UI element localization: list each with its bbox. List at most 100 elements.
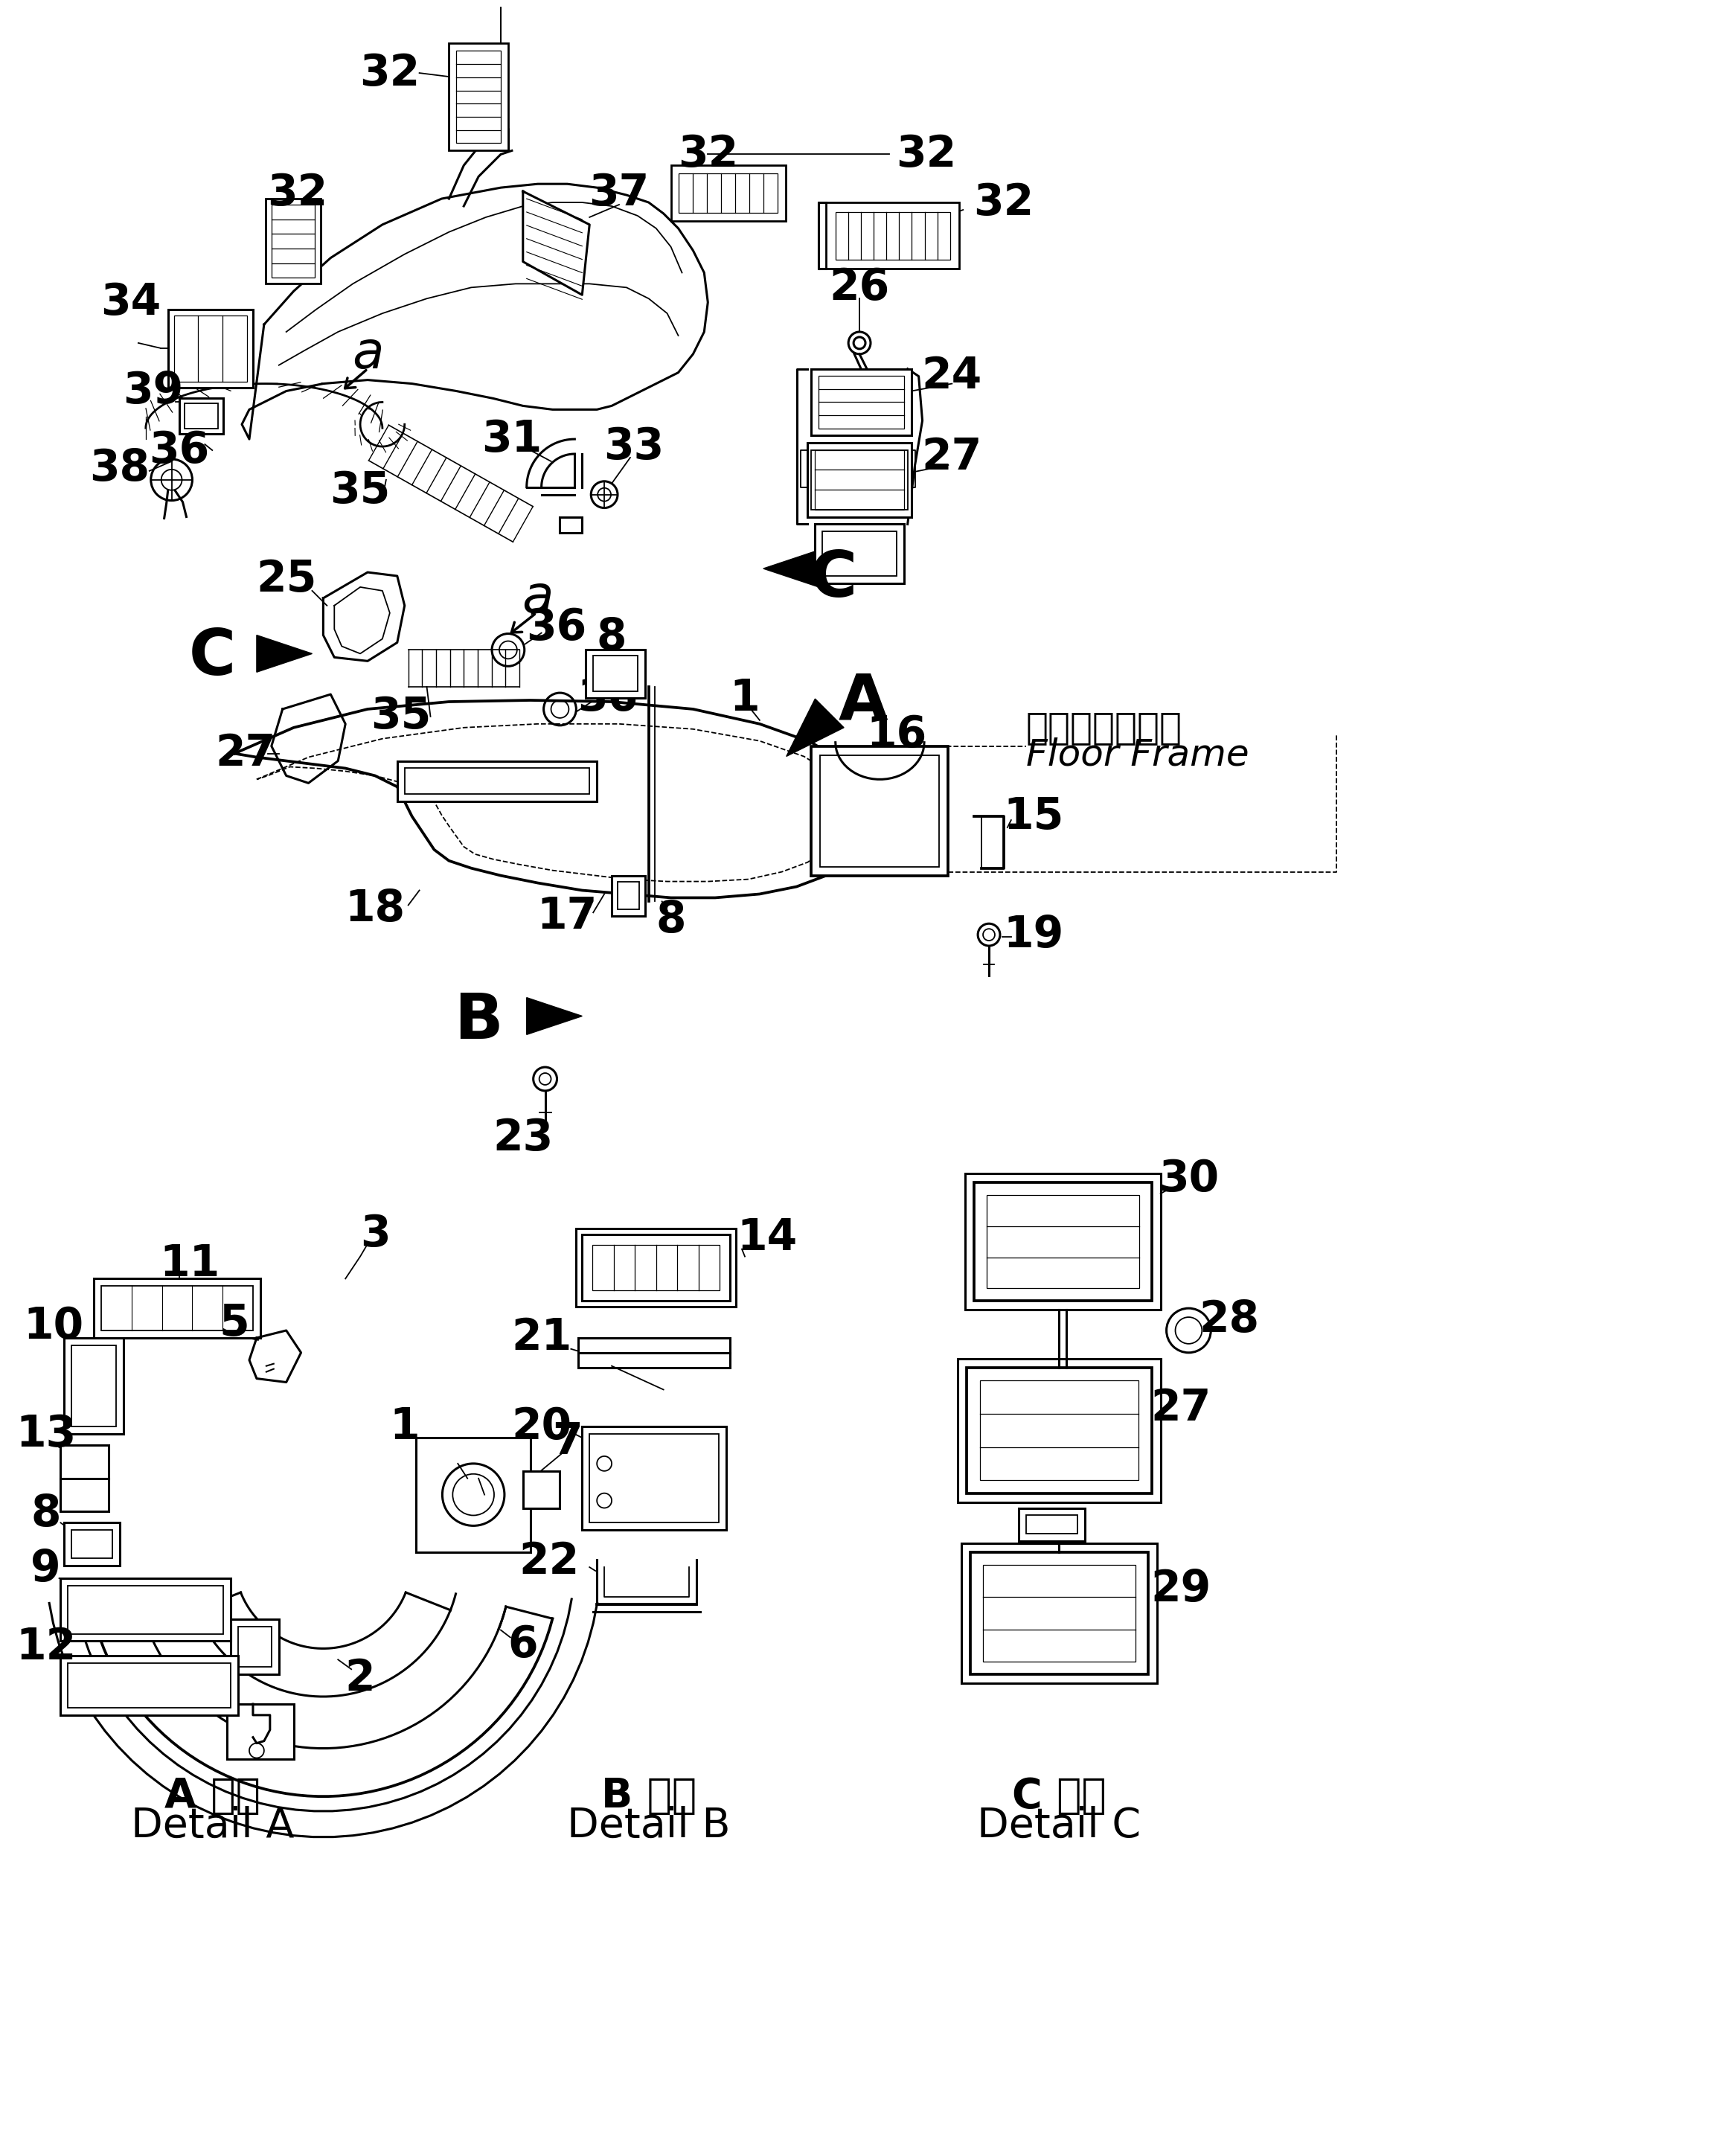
Text: B 祥細: B 祥細 [601, 1775, 696, 1816]
Bar [576, 1229, 736, 1306]
Text: 21: 21 [510, 1317, 571, 1360]
Bar [835, 211, 950, 260]
Bar [450, 43, 509, 151]
Text: 26: 26 [830, 267, 891, 308]
Polygon shape [786, 699, 844, 755]
Text: A 祥細: A 祥細 [165, 1775, 260, 1816]
Bar [618, 882, 639, 910]
Bar [523, 1472, 561, 1509]
Text: B: B [455, 990, 503, 1052]
Bar [592, 1244, 720, 1291]
Bar [415, 1438, 529, 1552]
Bar [227, 1704, 293, 1760]
Text: 34: 34 [101, 282, 161, 323]
Text: C: C [189, 626, 236, 689]
Text: Detail A: Detail A [130, 1806, 293, 1846]
Bar [611, 876, 646, 917]
Text: 8: 8 [656, 900, 686, 940]
Bar [68, 1586, 224, 1633]
Bar [807, 443, 911, 516]
Text: 20: 20 [510, 1405, 571, 1448]
Text: 19: 19 [1003, 912, 1064, 955]
Text: 8: 8 [175, 1676, 205, 1717]
Text: C 祥細: C 祥細 [1012, 1775, 1106, 1816]
Text: 27: 27 [1151, 1386, 1212, 1429]
Text: Detail B: Detail B [568, 1806, 731, 1846]
Text: 5: 5 [219, 1302, 250, 1345]
Text: 35: 35 [330, 469, 391, 512]
Bar [826, 202, 960, 269]
Bar [68, 1663, 231, 1709]
Polygon shape [526, 999, 582, 1035]
Text: 36: 36 [578, 678, 639, 719]
Bar [974, 1181, 1151, 1300]
Text: 6: 6 [509, 1623, 538, 1666]
Bar [585, 650, 646, 697]
Text: 7: 7 [552, 1420, 583, 1463]
Text: 14: 14 [736, 1216, 797, 1259]
Bar [818, 377, 904, 428]
Text: 32: 32 [267, 172, 328, 213]
Bar [561, 516, 582, 534]
Bar [582, 1427, 726, 1530]
Text: 28: 28 [1200, 1298, 1260, 1341]
Text: 10: 10 [23, 1306, 83, 1347]
Bar [958, 1358, 1161, 1502]
Bar [590, 1433, 719, 1524]
Text: 9: 9 [31, 1547, 61, 1590]
Bar [64, 1339, 123, 1433]
Bar [168, 310, 253, 387]
Text: 17: 17 [536, 895, 597, 938]
Text: 37: 37 [589, 172, 649, 213]
Bar [979, 1379, 1139, 1481]
Text: 36: 36 [526, 607, 587, 650]
Text: 32: 32 [677, 133, 738, 176]
Bar [64, 1524, 120, 1567]
Text: 27: 27 [922, 437, 983, 480]
Text: C: C [811, 549, 858, 611]
Text: 18: 18 [345, 887, 404, 930]
Text: 35: 35 [370, 695, 431, 738]
Bar [970, 1552, 1147, 1674]
Text: 8: 8 [31, 1493, 61, 1534]
Bar [811, 747, 948, 876]
Bar [578, 1339, 731, 1367]
Text: 13: 13 [16, 1414, 76, 1455]
Bar [231, 1618, 279, 1674]
Text: 22: 22 [519, 1541, 580, 1582]
Text: 32: 32 [896, 133, 957, 176]
Bar [179, 398, 224, 435]
Bar [457, 52, 500, 144]
Text: 15: 15 [1003, 794, 1064, 837]
Text: フロアフレーム: フロアフレーム [1026, 710, 1182, 745]
Bar [816, 525, 904, 583]
Text: 27: 27 [215, 732, 276, 775]
Text: 33: 33 [604, 426, 665, 467]
Bar [101, 1287, 253, 1330]
Text: 1: 1 [389, 1405, 420, 1448]
Bar [61, 1655, 238, 1715]
Bar [814, 450, 904, 510]
Bar [967, 1367, 1151, 1493]
Bar [184, 405, 219, 428]
Bar [71, 1345, 116, 1427]
Bar [823, 532, 896, 577]
Bar [271, 204, 314, 278]
Text: 29: 29 [1151, 1569, 1212, 1610]
Bar [965, 1173, 1161, 1311]
Bar [679, 174, 778, 213]
Text: 3: 3 [359, 1214, 391, 1255]
Text: a: a [352, 329, 384, 379]
Text: 24: 24 [922, 355, 983, 398]
Bar [71, 1530, 113, 1558]
Text: 11: 11 [160, 1242, 220, 1285]
Bar [94, 1278, 260, 1339]
Text: 4: 4 [201, 1590, 231, 1633]
Bar [811, 450, 908, 510]
Bar [962, 1543, 1156, 1683]
Bar [821, 755, 939, 867]
Text: 36: 36 [149, 428, 210, 471]
Text: 1: 1 [729, 678, 760, 719]
Bar [398, 762, 597, 801]
Bar [404, 768, 590, 794]
